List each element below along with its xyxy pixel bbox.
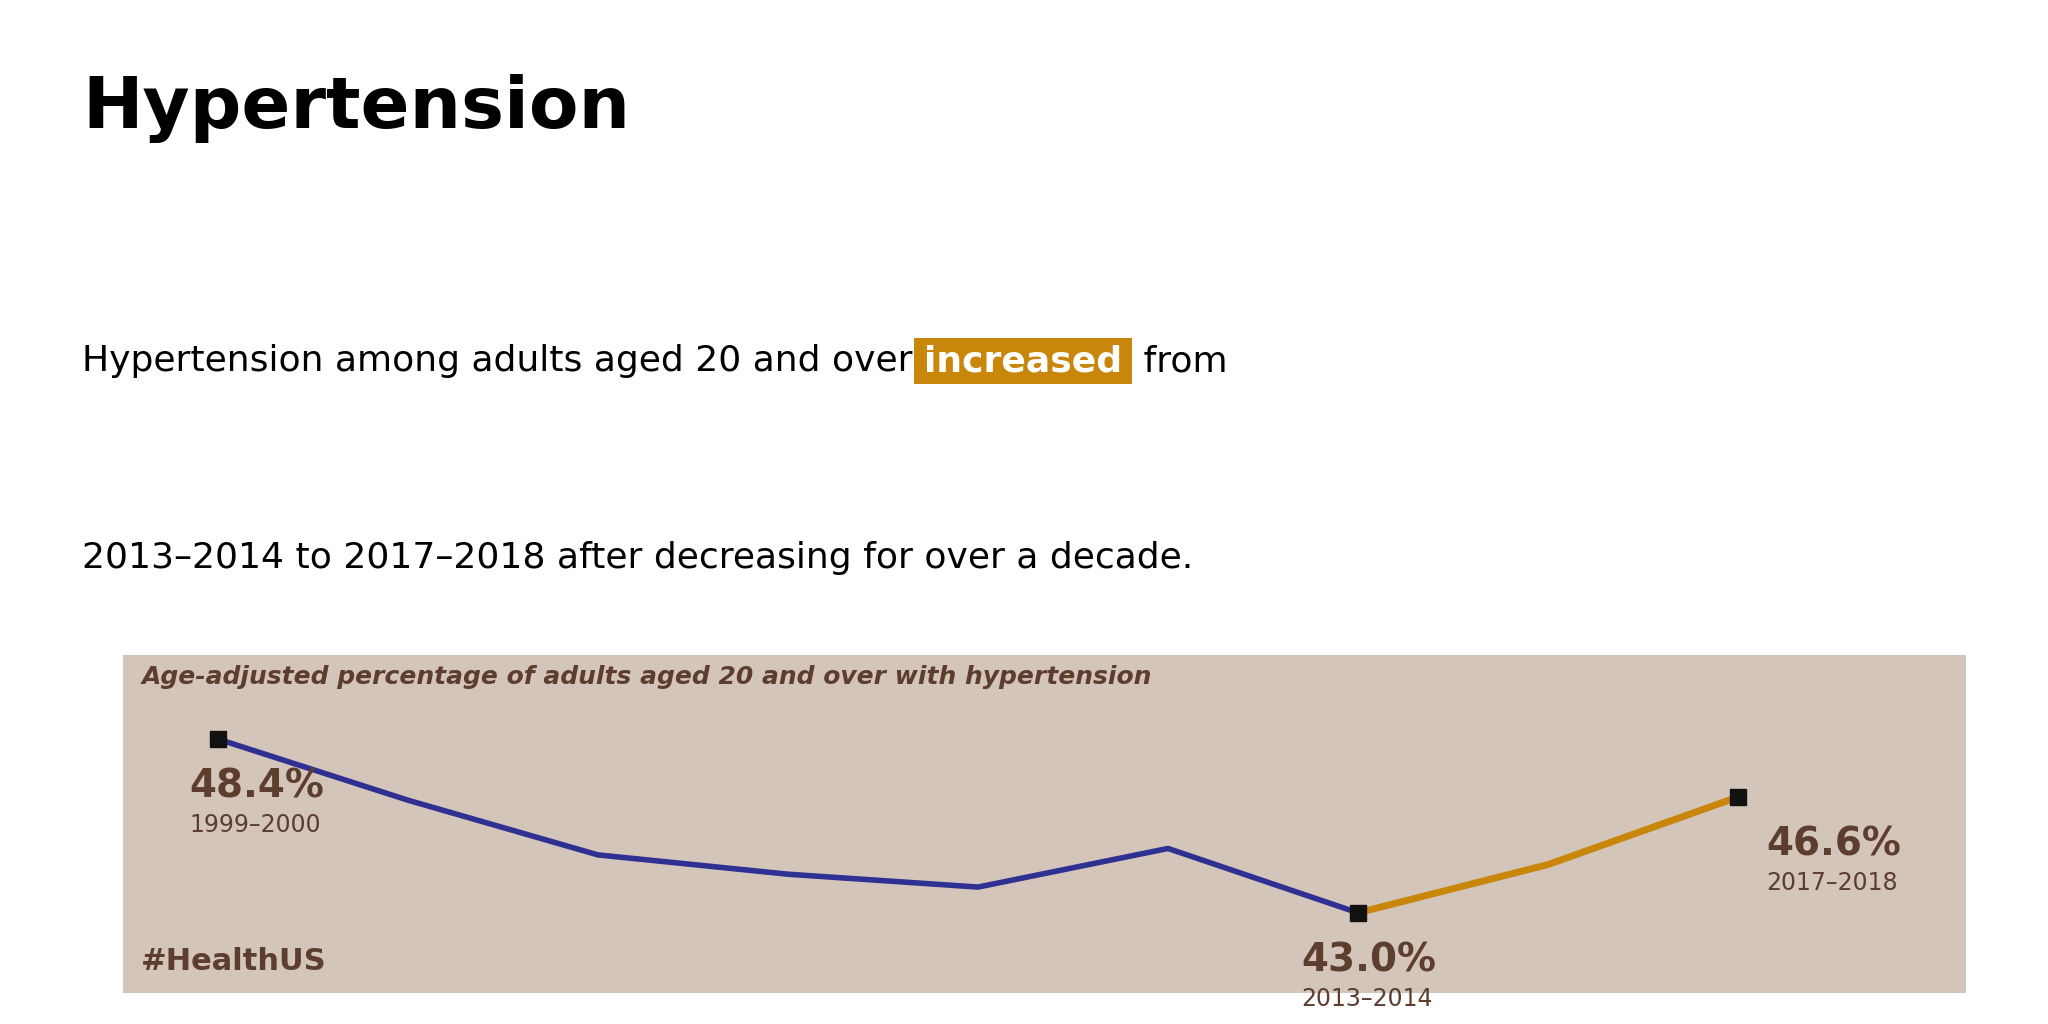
Text: 43.0%: 43.0% <box>1300 942 1436 980</box>
Text: from: from <box>1133 344 1229 378</box>
Text: Hypertension: Hypertension <box>82 74 631 142</box>
Text: 48.4%: 48.4% <box>188 768 324 806</box>
Text: 2013–2014 to 2017–2018 after decreasing for over a decade.: 2013–2014 to 2017–2018 after decreasing … <box>82 541 1194 574</box>
Text: 2017–2018: 2017–2018 <box>1767 871 1898 895</box>
FancyBboxPatch shape <box>913 338 1133 384</box>
Text: 2013–2014: 2013–2014 <box>1300 987 1432 1011</box>
Text: Hypertension among adults aged 20 and over: Hypertension among adults aged 20 and ov… <box>82 344 924 378</box>
Text: increased: increased <box>924 344 1122 378</box>
Text: 1999–2000: 1999–2000 <box>188 813 322 837</box>
Text: Age-adjusted percentage of adults aged 20 and over with hypertension: Age-adjusted percentage of adults aged 2… <box>141 666 1151 689</box>
Text: #HealthUS: #HealthUS <box>141 947 328 977</box>
Text: 46.6%: 46.6% <box>1767 826 1901 864</box>
